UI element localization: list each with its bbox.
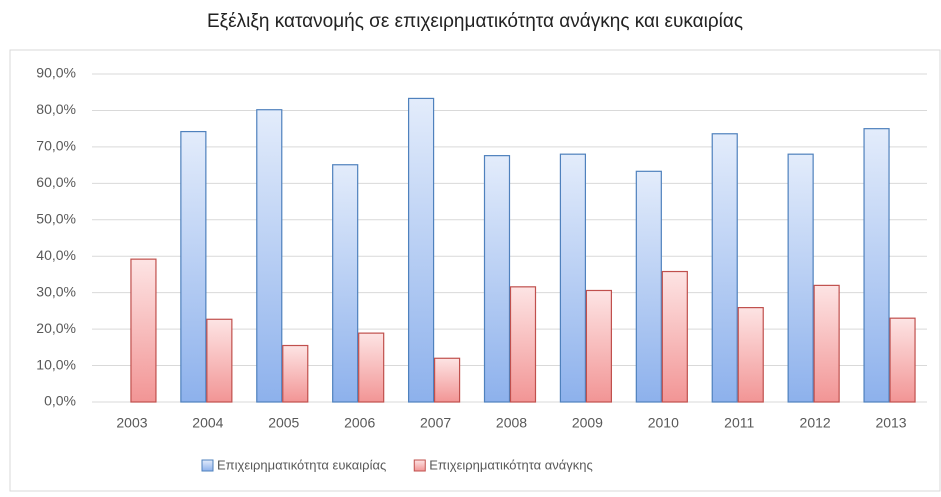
bar [737, 307, 764, 403]
x-tick-label: 2005 [268, 415, 299, 431]
bar [661, 270, 688, 403]
bar [433, 357, 461, 403]
bar [358, 332, 385, 403]
x-tick-label: 2004 [192, 415, 223, 431]
y-tick-label: 0,0% [44, 393, 76, 409]
bar [787, 153, 814, 403]
bar [256, 109, 283, 403]
legend-swatch [201, 459, 214, 472]
bar [863, 128, 890, 403]
bar [130, 258, 157, 403]
y-tick-label: 50,0% [36, 210, 76, 226]
x-tick-label: 2012 [800, 415, 831, 431]
bar [206, 318, 233, 403]
chart-title: Εξέλιξη κατανομής σε επιχειρηματικότητα … [207, 11, 743, 32]
legend-swatch [413, 459, 426, 472]
y-tick-label: 70,0% [36, 138, 76, 154]
bar [813, 284, 840, 403]
bar [282, 344, 309, 403]
bar [407, 97, 435, 403]
y-tick-label: 60,0% [36, 174, 76, 190]
bar [559, 153, 587, 403]
bar [180, 130, 207, 403]
x-tick-label: 2010 [648, 415, 679, 431]
y-tick-label: 20,0% [36, 320, 76, 336]
y-tick-label: 90,0% [36, 65, 76, 81]
y-tick-label: 80,0% [36, 101, 76, 117]
x-tick-label: 2011 [724, 415, 754, 431]
y-tick-label: 30,0% [36, 283, 76, 299]
bar [711, 133, 738, 403]
bar [585, 289, 613, 403]
y-tick-label: 40,0% [36, 247, 76, 263]
x-tick-label: 2009 [572, 415, 603, 431]
x-tick-label: 2007 [420, 415, 451, 431]
bar [332, 164, 359, 403]
y-tick-label: 10,0% [36, 356, 76, 372]
bar [635, 170, 662, 403]
chart-frame [9, 49, 941, 492]
x-tick-label: 2006 [344, 415, 375, 431]
legend-label: Επιχειρηματικότητα ανάγκης [429, 457, 593, 472]
x-tick-label: 2008 [496, 415, 527, 431]
x-tick-label: 2013 [875, 415, 906, 431]
bar [509, 286, 537, 403]
legend-label: Επιχειρηματικότητα ευκαιρίας [217, 457, 386, 472]
bar [483, 155, 511, 403]
bar [889, 317, 916, 403]
x-tick-label: 2003 [116, 415, 147, 431]
